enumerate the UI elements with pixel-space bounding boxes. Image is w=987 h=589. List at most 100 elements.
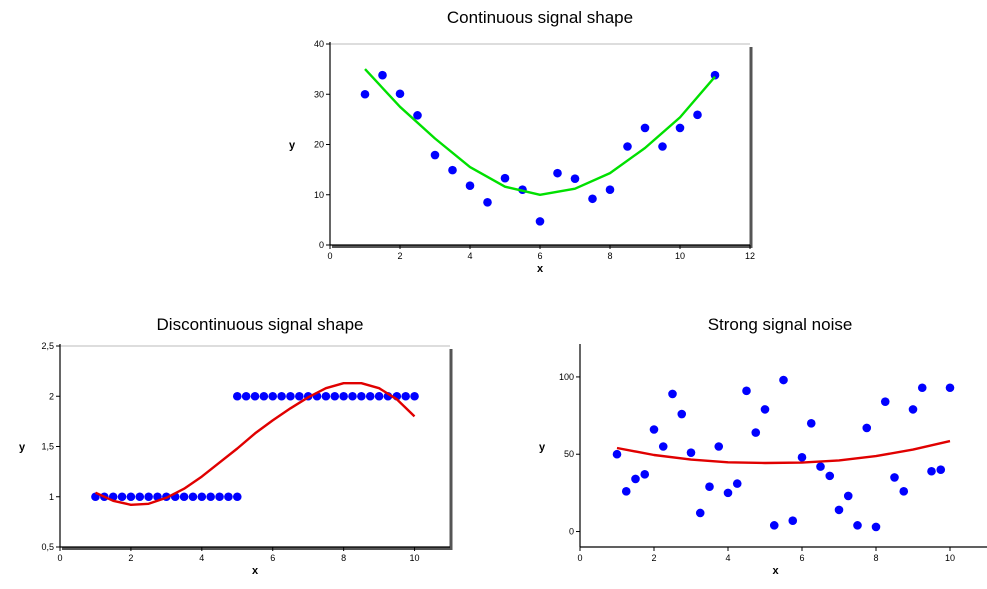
data-point: [917, 383, 927, 393]
fit-curve: [364, 68, 716, 196]
x-tick-label: 8: [873, 553, 878, 563]
x-tick-label: 4: [199, 553, 204, 563]
data-point: [927, 466, 936, 476]
y-tick-label: 0: [569, 527, 574, 537]
data-point: [321, 391, 331, 401]
data-point: [899, 487, 909, 496]
data-point: [570, 174, 580, 183]
data-point: [188, 492, 198, 502]
data-point: [430, 150, 440, 160]
y-axis-label: y: [539, 442, 546, 454]
data-point: [197, 492, 207, 502]
data-point: [853, 521, 862, 530]
data-point: [250, 391, 260, 401]
data-point: [631, 474, 640, 484]
data-point: [908, 405, 918, 414]
data-point: [806, 419, 816, 428]
data-point: [448, 165, 457, 175]
y-axis-label: y: [289, 140, 296, 152]
data-point: [588, 194, 597, 204]
data-point: [723, 488, 733, 498]
data-point: [553, 168, 562, 178]
x-axis-label: x: [772, 565, 779, 577]
data-point: [834, 505, 844, 515]
x-tick-label: 6: [537, 251, 542, 261]
data-point: [348, 391, 357, 401]
y-tick-label: 0: [319, 240, 324, 250]
y-tick-label: 1,5: [41, 442, 54, 452]
data-point: [936, 465, 946, 474]
y-tick-label: 20: [314, 140, 324, 150]
data-point: [232, 391, 242, 401]
data-point: [779, 375, 788, 385]
y-tick-label: 40: [314, 39, 324, 49]
data-point: [500, 173, 510, 183]
data-point: [378, 70, 387, 80]
x-tick-label: 10: [945, 553, 955, 563]
data-point: [675, 123, 685, 133]
data-point: [605, 185, 615, 195]
y-tick-label: 100: [559, 372, 574, 382]
x-tick-label: 6: [799, 553, 804, 563]
data-point: [649, 425, 659, 434]
data-point: [286, 391, 295, 401]
data-point: [769, 521, 779, 530]
data-point: [268, 391, 278, 401]
data-point: [668, 389, 677, 399]
data-point: [295, 391, 304, 401]
data-point: [695, 508, 705, 518]
chart-title: Continuous signal shape: [446, 8, 634, 27]
data-point: [117, 492, 127, 502]
data-point: [259, 391, 269, 401]
x-tick-label: 2: [128, 553, 133, 563]
fit-curve: [95, 382, 416, 506]
data-point: [206, 492, 215, 502]
data-point: [890, 473, 899, 482]
x-tick-label: 10: [410, 553, 420, 563]
data-point: [215, 492, 224, 502]
data-point: [797, 453, 807, 462]
data-point: [330, 391, 340, 401]
data-point: [360, 89, 370, 99]
x-tick-label: 0: [57, 553, 62, 563]
data-point: [179, 492, 189, 502]
x-tick-label: 12: [745, 251, 755, 261]
data-point: [535, 217, 545, 226]
data-point: [825, 471, 835, 481]
data-point: [945, 383, 955, 393]
data-point: [621, 487, 631, 496]
y-axis-label: y: [19, 442, 26, 454]
x-tick-label: 6: [270, 553, 275, 563]
data-point: [410, 391, 419, 401]
x-tick-label: 2: [397, 251, 402, 261]
data-point: [732, 479, 742, 488]
x-axis-label: x: [537, 263, 544, 275]
data-point: [612, 449, 622, 459]
data-point: [339, 391, 348, 401]
data-point: [401, 391, 410, 401]
data-point: [843, 491, 853, 501]
data-point: [640, 123, 650, 133]
data-point: [465, 181, 475, 191]
data-point: [135, 492, 145, 502]
x-axis-label: x: [252, 565, 259, 577]
x-tick-label: 2: [651, 553, 656, 563]
data-point: [232, 492, 242, 502]
data-point: [365, 391, 375, 401]
data-point: [677, 409, 687, 419]
x-tick-label: 8: [341, 553, 346, 563]
x-tick-label: 10: [675, 251, 685, 261]
data-point: [395, 89, 405, 99]
data-point: [658, 442, 668, 451]
y-tick-label: 0,5: [41, 542, 54, 552]
data-point: [705, 482, 714, 492]
fit-curve: [616, 439, 951, 465]
data-point: [357, 391, 366, 401]
data-point: [710, 70, 720, 80]
data-point: [714, 442, 724, 451]
data-point: [241, 391, 251, 401]
y-tick-label: 10: [314, 190, 324, 200]
